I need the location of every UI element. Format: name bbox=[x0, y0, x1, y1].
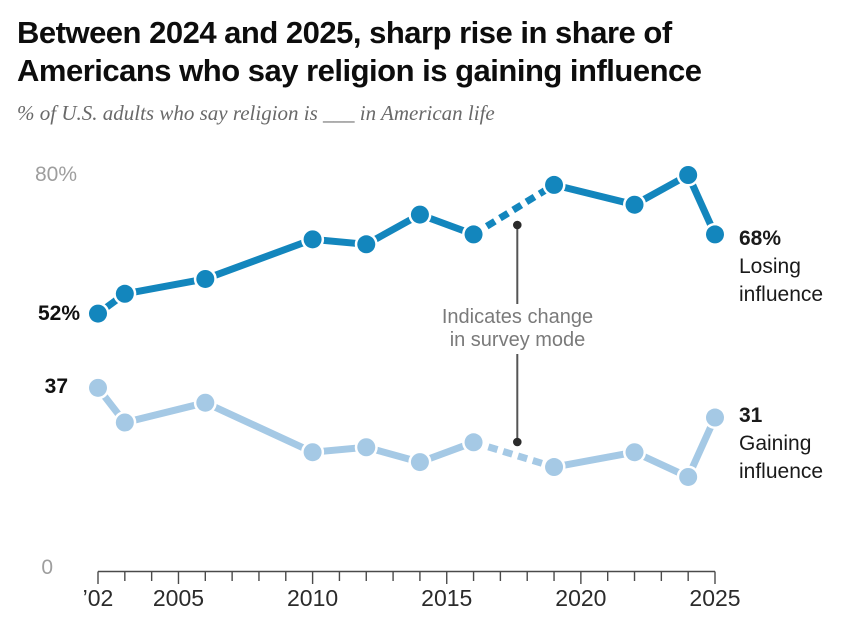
gaining-end-value: 31 bbox=[739, 404, 763, 427]
y-axis-label-80: 80% bbox=[34, 163, 77, 186]
losing-line-segment bbox=[471, 181, 556, 238]
gaining-data-point bbox=[410, 453, 429, 472]
gaining-data-point bbox=[89, 378, 107, 397]
gaining-series-end-label: 31 Gaining influence bbox=[739, 402, 854, 486]
y-axis-label-0: 0 bbox=[41, 556, 53, 579]
x-tick-label: ’02 bbox=[82, 585, 114, 611]
annotation-endpoint-dot bbox=[513, 220, 522, 230]
gaining-data-point bbox=[303, 443, 322, 462]
gaining-data-point bbox=[196, 393, 215, 412]
x-tick-label: 2020 bbox=[555, 585, 607, 611]
chart-subtitle: % of U.S. adults who say religion is ___… bbox=[17, 101, 495, 125]
losing-line-segment bbox=[553, 181, 636, 209]
losing-data-point bbox=[679, 166, 698, 184]
gaining-data-point bbox=[115, 413, 134, 432]
annotation-endpoint-dot bbox=[513, 437, 522, 447]
losing-data-point bbox=[464, 225, 483, 244]
losing-data-point bbox=[357, 235, 376, 254]
losing-line-segment bbox=[204, 236, 314, 283]
losing-data-point bbox=[89, 304, 107, 323]
gaining-line-segment bbox=[553, 448, 636, 471]
gaining-line-segment bbox=[472, 438, 556, 471]
losing-end-value: 68% bbox=[739, 227, 782, 250]
losing-data-point bbox=[303, 230, 322, 249]
losing-data-point bbox=[545, 175, 564, 194]
losing-data-point bbox=[625, 195, 644, 214]
gaining-start-value-label: 37 bbox=[44, 375, 68, 398]
survey-mode-annotation: Indicates change in survey mode bbox=[407, 304, 628, 354]
losing-data-point bbox=[115, 284, 134, 303]
losing-data-point bbox=[705, 225, 724, 244]
chart-title-line1: Between 2024 and 2025, sharp rise in sha… bbox=[17, 15, 672, 50]
losing-start-value-label: 52% bbox=[37, 302, 80, 325]
annotation-line2: in survey mode bbox=[449, 329, 586, 351]
gaining-line-segment bbox=[123, 399, 207, 426]
chart-title-line2: Americans who say religion is gaining in… bbox=[17, 53, 702, 88]
losing-series-name-line1: Losing bbox=[739, 255, 801, 278]
x-tick-label: 2015 bbox=[421, 585, 473, 611]
gaining-data-point bbox=[705, 408, 724, 427]
x-tick-label: 2005 bbox=[152, 585, 205, 611]
losing-series-name-line2: influence bbox=[739, 283, 824, 306]
gaining-data-point bbox=[679, 467, 698, 486]
losing-data-point bbox=[196, 269, 215, 288]
x-tick-label: 2010 bbox=[287, 585, 339, 611]
gaining-data-point bbox=[625, 443, 644, 462]
losing-line-segment bbox=[124, 275, 206, 298]
x-tick-label: 2025 bbox=[689, 585, 741, 611]
gaining-series-name-line1: Gaining bbox=[739, 432, 812, 455]
chart-title: Between 2024 and 2025, sharp rise in sha… bbox=[17, 14, 817, 90]
losing-series-end-label: 68% Losing influence bbox=[739, 225, 854, 309]
gaining-data-point bbox=[545, 458, 564, 477]
gaining-line-segment bbox=[203, 399, 315, 456]
losing-data-point bbox=[410, 205, 429, 224]
annotation-line1: Indicates change bbox=[441, 306, 594, 328]
gaining-data-point bbox=[464, 433, 483, 452]
gaining-series-name-line2: influence bbox=[739, 460, 824, 483]
gaining-data-point bbox=[357, 438, 376, 457]
